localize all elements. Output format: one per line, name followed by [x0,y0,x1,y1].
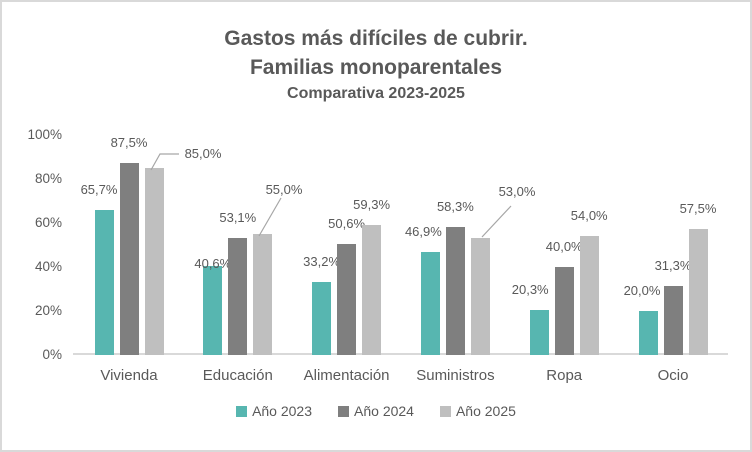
bar-a-o-2024-ocio [663,286,683,355]
legend-swatch-a-o-2024 [338,405,350,417]
category-label-ocio: Ocio [657,367,689,384]
data-label-a-o-2024-suministros: 58,3% [436,198,474,214]
x-axis-line [73,353,728,355]
data-label-a-o-2025-ropa: 54,0% [570,208,608,224]
category-label-suministros: Suministros [416,367,495,384]
chart-title-line1: Gastos más difíciles de cubrir. [224,27,528,50]
bar-a-o-2023-vivienda [94,210,114,355]
data-label-a-o-2023-educaci-n: 40,6% [194,255,232,271]
category-label-vivienda: Vivienda [100,367,158,384]
data-label-a-o-2024-ocio: 31,3% [654,258,692,274]
bar-a-o-2023-alimentaci-n [312,281,332,355]
leader-line-2 [481,205,512,238]
y-axis-tick-80: 80% [34,171,62,186]
data-label-a-o-2024-ropa: 40,0% [545,239,583,254]
data-label-a-o-2025-vivienda: 85,0% [184,146,222,161]
data-label-a-o-2024-vivienda: 87,5% [110,134,148,150]
data-label-a-o-2025-ocio: 57,5% [679,200,717,216]
category-label-alimentaci-n: Alimentación [303,367,390,384]
legend-item-a-o-2025: Año 2025 [439,403,516,419]
data-label-a-o-2024-alimentaci-n: 50,6% [328,215,366,231]
bar-a-o-2024-educaci-n [228,238,248,355]
chart-title: Gastos más difíciles de cubrir. Familias… [0,24,752,106]
category-label-ropa: Ropa [546,367,583,384]
bar-a-o-2023-ocio [638,311,658,355]
data-label-a-o-2025-alimentaci-n: 59,3% [353,196,391,212]
legend-swatch-a-o-2023 [236,405,248,417]
legend-swatch-a-o-2025 [439,405,451,417]
bar-a-o-2024-ropa [554,267,574,355]
legend-label-a-o-2025: Año 2025 [455,403,516,419]
data-label-a-o-2025-educaci-n: 55,0% [265,182,303,197]
legend-label-a-o-2023: Año 2023 [252,403,313,419]
bar-a-o-2025-vivienda [144,168,164,355]
y-axis-tick-100: 100% [27,127,62,142]
data-label-a-o-2024-educaci-n: 53,1% [219,210,257,226]
y-axis-tick-0: 0% [42,347,62,362]
chart-title-line2: Familias monoparentales [249,56,503,79]
legend-item-a-o-2023: Año 2023 [236,403,312,419]
chart-subtitle: Comparativa 2023-2025 [287,85,465,102]
data-label-a-o-2023-ropa: 20,3% [511,282,549,298]
bar-a-o-2024-alimentaci-n [337,243,357,355]
legend-item-a-o-2024: Año 2024 [338,403,414,419]
bar-a-o-2025-educaci-n [253,234,273,355]
bar-a-o-2025-ocio [688,228,708,355]
y-axis-tick-40: 40% [34,259,62,274]
bar-a-o-2023-suministros [420,251,440,355]
data-label-a-o-2023-suministros: 46,9% [404,223,442,239]
legend: Año 2023 Año 2024 Año 2025 [0,403,752,419]
bar-a-o-2024-suministros [445,226,465,355]
data-label-a-o-2023-alimentaci-n: 33,2% [303,253,341,269]
bar-a-o-2025-ropa [579,236,599,355]
category-label-educaci-n: Educación [202,367,273,384]
bar-a-o-2023-educaci-n [203,265,223,355]
bar-a-o-2023-ropa [529,310,549,355]
data-label-a-o-2023-vivienda: 65,7% [80,182,118,198]
bar-a-o-2024-vivienda [119,162,139,355]
data-label-a-o-2023-ocio: 20,0% [623,283,661,298]
y-axis-tick-20: 20% [34,303,62,318]
data-label-a-o-2025-suministros: 53,0% [498,184,536,199]
legend-label-a-o-2024: Año 2024 [354,403,414,419]
bar-a-o-2025-suministros [470,238,490,355]
bar-a-o-2025-alimentaci-n [362,224,382,355]
y-axis-tick-60: 60% [34,215,62,230]
